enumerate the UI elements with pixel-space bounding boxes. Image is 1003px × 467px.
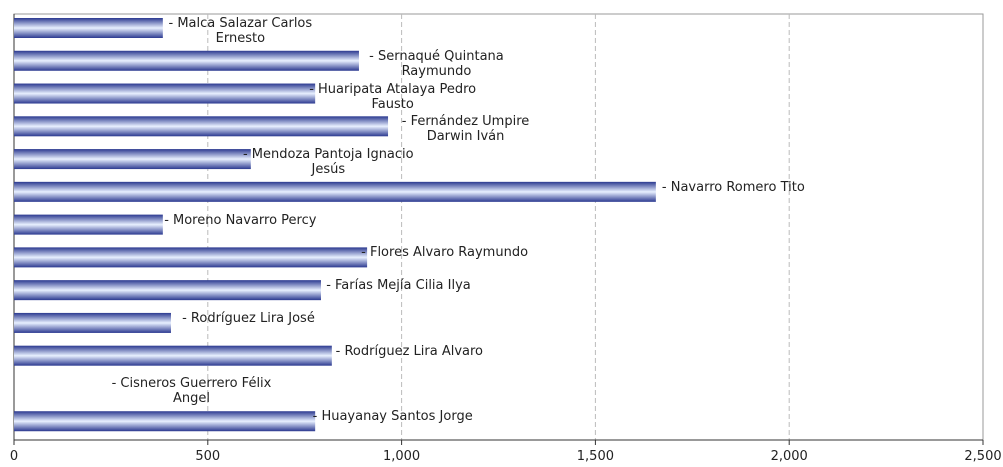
category-label: - Rodríguez Lira Alvaro <box>335 343 483 359</box>
x-tick-label: 2,500 <box>964 449 1001 464</box>
bar <box>14 411 316 432</box>
bar <box>14 116 389 137</box>
category-label: - Moreno Navarro Percy <box>164 212 317 228</box>
category-label: - Navarro Romero Tito <box>661 179 805 195</box>
x-tick-label: 0 <box>10 449 18 464</box>
bar <box>14 345 332 366</box>
category-label: - Huaripata Atalaya Pedro Fausto <box>309 81 477 112</box>
category-label: - Huayanay Santos Jorge <box>312 409 473 425</box>
category-label: - Mendoza Pantoja Ignacio Jesús <box>242 147 414 178</box>
category-label: - Farías Mejía Cilia Ilya <box>326 278 471 294</box>
category-label: - Sernaqué Quintana Raymundo <box>369 48 504 79</box>
category-label: - Flores Alvaro Raymundo <box>361 245 529 261</box>
bar <box>14 83 316 104</box>
bar <box>14 312 171 333</box>
category-label: - Rodríguez Lira José <box>182 310 315 326</box>
bar <box>14 214 163 235</box>
bar <box>14 149 251 170</box>
bar <box>14 247 368 268</box>
category-label: - Malca Salazar Carlos Ernesto <box>168 16 313 46</box>
bar <box>14 280 321 301</box>
bar <box>14 18 163 38</box>
x-tick-label: 2,000 <box>771 449 808 464</box>
x-tick-label: 500 <box>195 449 220 464</box>
category-label: - Cisneros Guerrero Félix Angel <box>111 376 272 407</box>
x-tick-label: 1,000 <box>383 449 420 464</box>
bar <box>14 50 359 71</box>
bar <box>14 181 656 202</box>
x-tick-label: 1,500 <box>577 449 614 464</box>
category-label: - Fernández Umpire Darwin Iván <box>401 114 530 145</box>
